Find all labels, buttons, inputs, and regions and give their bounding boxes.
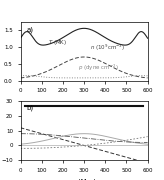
Text: $n$ (10$^9$cm$^{-3}$): $n$ (10$^9$cm$^{-3}$) (90, 43, 125, 53)
Text: b): b) (27, 104, 34, 111)
Text: a): a) (27, 26, 34, 33)
Text: $T$ (MK): $T$ (MK) (49, 38, 68, 47)
X-axis label: s (Mm): s (Mm) (72, 178, 96, 180)
Text: $p$ (dyne cm$^{-2}$): $p$ (dyne cm$^{-2}$) (78, 63, 118, 73)
